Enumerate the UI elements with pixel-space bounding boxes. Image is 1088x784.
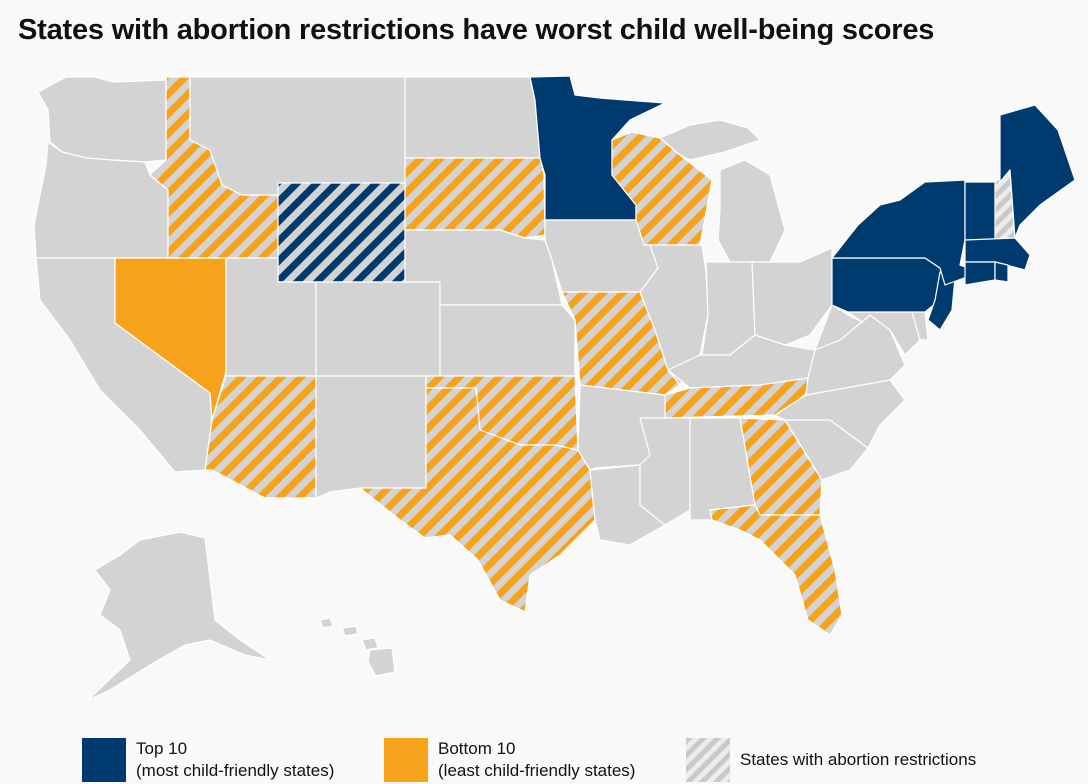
state-co: [315, 281, 441, 377]
state-mt: [189, 76, 406, 196]
state-oh: [751, 247, 833, 346]
legend-item-restrictions: States with abortion restrictions: [686, 738, 976, 782]
state-hi-4: [367, 647, 396, 677]
state-az: [204, 375, 317, 499]
legend-restrictions-label: States with abortion restrictions: [740, 750, 977, 769]
state-ri: [994, 261, 1009, 283]
state-ny: [831, 179, 981, 286]
legend-top10-line1: Top 10: [136, 739, 188, 758]
state-mi: [717, 159, 786, 263]
state-il: [639, 244, 709, 386]
state-tx: [359, 387, 596, 613]
state-ks: [439, 304, 576, 377]
state-pa: [831, 257, 946, 313]
legend-bottom10-line1: Bottom 10: [438, 739, 516, 758]
state-hi-3: [361, 637, 379, 651]
map-title: States with abortion restrictions have w…: [18, 14, 935, 46]
state-fl: [709, 504, 843, 636]
legend-item-bottom10: Bottom 10 (least child-friendly states): [384, 738, 635, 782]
state-me: [999, 104, 1076, 239]
legend: Top 10 (most child-friendly states) Bott…: [0, 738, 1088, 784]
state-ak: [87, 531, 271, 701]
legend-swatch-restrictions: [686, 738, 730, 782]
state-hi-2: [341, 625, 359, 637]
us-map: [33, 75, 1076, 701]
state-nm: [315, 375, 427, 499]
legend-item-top10: Top 10 (most child-friendly states): [82, 738, 334, 782]
state-ne: [404, 229, 563, 306]
state-ct: [964, 261, 996, 286]
state-ms: [639, 417, 691, 526]
state-nd: [404, 76, 541, 159]
legend-swatch-top10: [82, 738, 126, 782]
state-wy: [277, 182, 406, 283]
state-mi-up: [659, 119, 761, 161]
legend-swatch-bottom10: [384, 738, 428, 782]
legend-top10-line2: (most child-friendly states): [136, 761, 335, 780]
legend-bottom10-line2: (least child-friendly states): [438, 761, 636, 780]
state-hi-1: [319, 617, 334, 629]
state-sd: [404, 157, 546, 239]
